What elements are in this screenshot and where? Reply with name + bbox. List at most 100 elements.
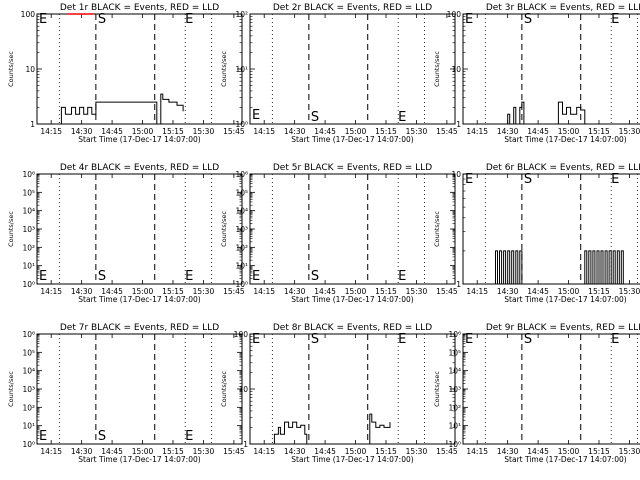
x-tick-label: 15:30 [619,127,640,136]
y-tick-label: 10⁵ [448,348,461,357]
event-marker: E [398,269,406,284]
event-marker: E [398,110,406,125]
y-tick-label: 10⁴ [22,207,35,216]
y-tick-label: 10⁶ [448,330,461,339]
event-marker: E [39,12,47,27]
x-axis-label: Start Time (17-Dec-17 14:07:00) [78,455,200,464]
plot-frame [462,333,640,445]
x-tick-label: 15:30 [619,287,640,296]
y-tick-label: 10¹ [22,422,35,431]
x-axis-label: Start Time (17-Dec-17 14:07:00) [504,455,626,464]
detector-panel: Det 5r BLACK = Events, RED = LLD 14:15 14:… [220,163,458,304]
y-tick-label: 10 [451,65,461,74]
y-tick-label: 10⁴ [235,207,248,216]
x-tick-label: 15:00 [345,127,367,136]
y-tick-label: 10³ [22,385,35,394]
x-tick-label: 15:45 [223,287,245,296]
x-tick-label: 14:15 [253,127,275,136]
y-tick-label: 10² [448,403,461,412]
x-tick-label: 15:15 [375,447,397,456]
event-marker: S [524,172,532,187]
x-axis-label: Start Time (17-Dec-17 14:07:00) [78,135,200,144]
event-marker: E [252,108,260,123]
x-tick-label: 14:45 [314,127,336,136]
x-tick-label: 15:15 [375,287,397,296]
event-marker: S [311,269,319,284]
y-tick-label: 10 [238,385,248,394]
y-axis-label: Counts/sec [220,51,228,87]
y-tick-label: 100 [21,10,36,19]
chart-title: Det 4r BLACK = Events, RED = LLD [60,163,219,173]
y-axis-label: Counts/sec [433,371,441,407]
events-series-line [272,413,391,445]
x-tick-label: 15:45 [223,127,245,136]
chart-title: Det 1r BLACK = Events, RED = LLD [60,3,219,13]
x-tick-label: 15:00 [345,447,367,456]
chart-title: Det 2r BLACK = Events, RED = LLD [273,3,432,13]
x-tick-label: 15:15 [588,447,610,456]
detector-panel: Det 8r BLACK = Events, RED = LLD 14:15 14:… [220,323,458,464]
x-tick-label: 14:45 [314,287,336,296]
event-marker: E [252,269,260,284]
y-tick-label: 10⁴ [22,367,35,376]
y-tick-label: 10² [235,243,248,252]
x-tick-label: 14:30 [497,447,519,456]
x-tick-label: 15:15 [162,127,184,136]
x-axis-label: Start Time (17-Dec-17 14:07:00) [504,135,626,144]
x-tick-label: 14:15 [40,127,62,136]
x-tick-label: 15:45 [223,447,245,456]
x-tick-label: 15:00 [132,127,154,136]
y-tick-label: 10¹ [22,262,35,271]
y-tick-label: 10⁰ [22,280,35,289]
x-tick-label: 15:45 [436,447,458,456]
y-tick-label: 100 [234,330,249,339]
x-tick-label: 14:30 [71,287,93,296]
event-marker: E [465,12,473,27]
x-tick-label: 15:15 [162,447,184,456]
y-tick-label: 10¹ [235,65,248,74]
x-tick-label: 14:30 [284,127,306,136]
detector-panel: Det 1r BLACK = Events, RED = LLD 14:15 14:… [7,3,245,144]
y-tick-label: 10³ [22,225,35,234]
x-tick-label: 15:15 [588,287,610,296]
x-tick-label: 14:15 [40,447,62,456]
x-axis-label: Start Time (17-Dec-17 14:07:00) [78,295,200,304]
x-tick-label: 15:15 [375,127,397,136]
x-tick-label: 15:30 [193,287,215,296]
events-series-line [505,101,586,125]
x-tick-label: 15:30 [193,447,215,456]
detector-panel: Det 6r BLACK = Events, RED = LLD 14:15 14:… [433,163,640,304]
x-tick-label: 15:30 [619,447,640,456]
x-tick-label: 14:15 [466,447,488,456]
detector-panel: Det 2r BLACK = Events, RED = LLD 14:15 14:… [220,3,458,144]
chart-title: Det 5r BLACK = Events, RED = LLD [273,163,432,173]
y-tick-label: 10¹ [235,262,248,271]
y-axis-label: Counts/sec [433,211,441,247]
x-tick-label: 15:30 [406,287,428,296]
y-tick-label: 10⁰ [448,440,461,449]
x-tick-label: 15:00 [132,287,154,296]
event-marker: E [185,12,193,27]
chart-title: Det 6r BLACK = Events, RED = LLD [486,163,640,173]
y-tick-label: 10⁰ [235,120,248,129]
event-marker: S [524,332,532,347]
y-axis-label: Counts/sec [433,51,441,87]
y-tick-label: 10⁰ [235,280,248,289]
x-tick-label: 14:15 [466,287,488,296]
x-tick-label: 14:30 [284,447,306,456]
y-tick-label: 10⁴ [448,367,461,376]
x-tick-label: 14:45 [527,447,549,456]
x-tick-label: 15:15 [588,127,610,136]
x-tick-label: 15:00 [132,447,154,456]
y-tick-label: 10³ [448,385,461,394]
y-tick-label: 10⁶ [22,330,35,339]
y-axis-label: Counts/sec [7,51,15,87]
y-tick-label: 10⁵ [235,188,248,197]
x-tick-label: 14:15 [40,287,62,296]
x-tick-label: 14:45 [527,127,549,136]
event-marker: S [98,12,106,27]
x-tick-label: 15:30 [406,447,428,456]
x-tick-label: 15:00 [558,127,580,136]
x-tick-label: 15:15 [162,287,184,296]
